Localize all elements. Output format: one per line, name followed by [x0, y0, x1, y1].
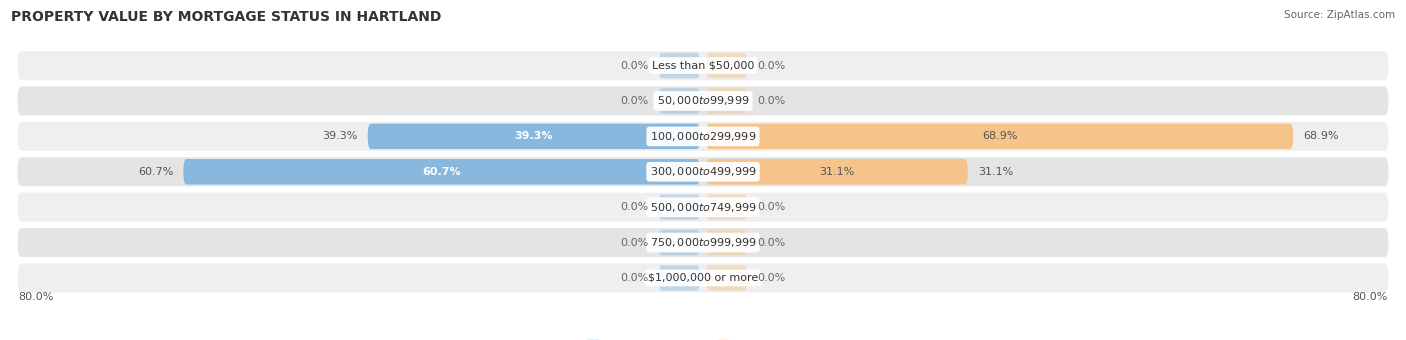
- Text: 0.0%: 0.0%: [620, 96, 648, 106]
- Text: 0.0%: 0.0%: [620, 61, 648, 71]
- FancyBboxPatch shape: [706, 124, 1294, 149]
- FancyBboxPatch shape: [18, 264, 1388, 292]
- FancyBboxPatch shape: [18, 193, 1388, 222]
- Text: 0.0%: 0.0%: [758, 61, 786, 71]
- Text: 60.7%: 60.7%: [422, 167, 461, 177]
- FancyBboxPatch shape: [367, 124, 700, 149]
- Text: 31.1%: 31.1%: [977, 167, 1012, 177]
- FancyBboxPatch shape: [706, 194, 747, 220]
- FancyBboxPatch shape: [659, 230, 700, 255]
- FancyBboxPatch shape: [18, 157, 1388, 186]
- FancyBboxPatch shape: [183, 159, 700, 185]
- FancyBboxPatch shape: [659, 265, 700, 291]
- Text: $100,000 to $299,999: $100,000 to $299,999: [650, 130, 756, 143]
- FancyBboxPatch shape: [706, 230, 747, 255]
- FancyBboxPatch shape: [18, 122, 1388, 151]
- Text: 80.0%: 80.0%: [1353, 292, 1388, 303]
- Text: $500,000 to $749,999: $500,000 to $749,999: [650, 201, 756, 214]
- FancyBboxPatch shape: [706, 88, 747, 114]
- FancyBboxPatch shape: [18, 86, 1388, 116]
- Text: 80.0%: 80.0%: [18, 292, 53, 303]
- Text: 39.3%: 39.3%: [322, 131, 357, 141]
- FancyBboxPatch shape: [706, 265, 747, 291]
- Text: 0.0%: 0.0%: [620, 273, 648, 283]
- Text: 0.0%: 0.0%: [758, 202, 786, 212]
- Text: PROPERTY VALUE BY MORTGAGE STATUS IN HARTLAND: PROPERTY VALUE BY MORTGAGE STATUS IN HAR…: [11, 10, 441, 24]
- Text: $300,000 to $499,999: $300,000 to $499,999: [650, 165, 756, 178]
- Text: 0.0%: 0.0%: [758, 96, 786, 106]
- Text: $1,000,000 or more: $1,000,000 or more: [648, 273, 758, 283]
- Text: Less than $50,000: Less than $50,000: [652, 61, 754, 71]
- Text: $750,000 to $999,999: $750,000 to $999,999: [650, 236, 756, 249]
- Text: 60.7%: 60.7%: [138, 167, 173, 177]
- Text: 0.0%: 0.0%: [620, 202, 648, 212]
- Text: Source: ZipAtlas.com: Source: ZipAtlas.com: [1284, 10, 1395, 20]
- FancyBboxPatch shape: [18, 228, 1388, 257]
- Text: 68.9%: 68.9%: [981, 131, 1018, 141]
- FancyBboxPatch shape: [659, 53, 700, 78]
- FancyBboxPatch shape: [659, 88, 700, 114]
- FancyBboxPatch shape: [659, 194, 700, 220]
- Text: 31.1%: 31.1%: [820, 167, 855, 177]
- FancyBboxPatch shape: [706, 53, 747, 78]
- Text: 0.0%: 0.0%: [620, 238, 648, 248]
- Text: $50,000 to $99,999: $50,000 to $99,999: [657, 95, 749, 107]
- FancyBboxPatch shape: [18, 51, 1388, 80]
- Text: 39.3%: 39.3%: [515, 131, 553, 141]
- FancyBboxPatch shape: [706, 159, 967, 185]
- Text: 0.0%: 0.0%: [758, 273, 786, 283]
- Text: 0.0%: 0.0%: [758, 238, 786, 248]
- Text: 68.9%: 68.9%: [1303, 131, 1339, 141]
